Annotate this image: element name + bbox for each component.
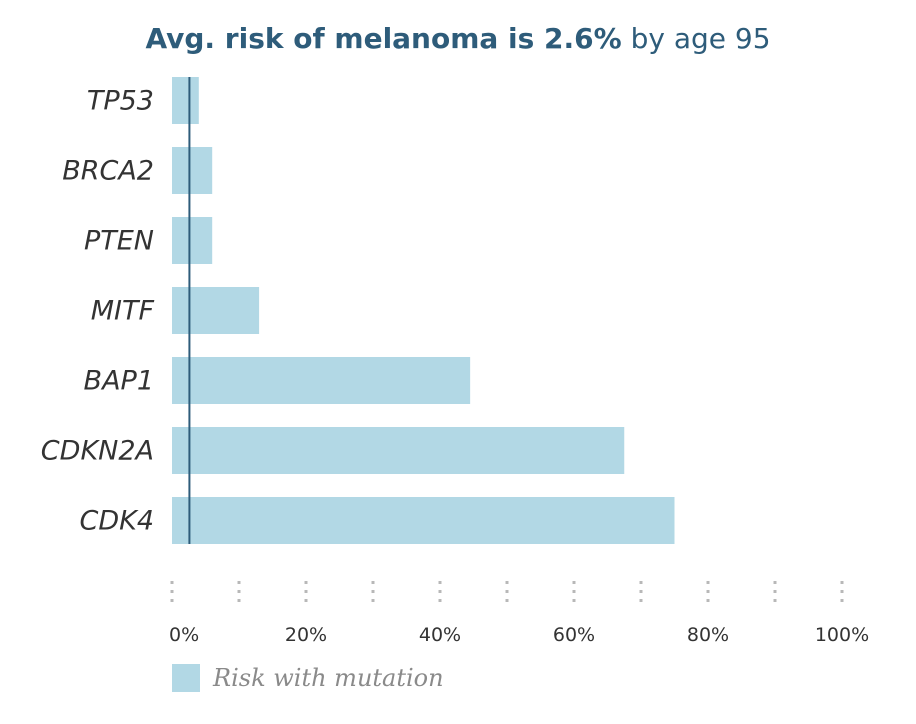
bar-cdkn2a xyxy=(172,427,625,474)
bar-mitf xyxy=(172,287,260,334)
chart-title-strong: Avg. risk of melanoma is 2.6% xyxy=(145,22,622,55)
bars-group xyxy=(172,77,675,544)
bar-brca2 xyxy=(172,147,213,194)
category-label-pten: PTEN xyxy=(84,226,154,257)
category-label-tp53: TP53 xyxy=(87,86,154,117)
category-label-mitf: MITF xyxy=(91,296,155,327)
legend-label: Risk with mutation xyxy=(213,664,444,692)
chart-title: Avg. risk of melanoma is 2.6% by age 95 xyxy=(0,22,916,55)
category-label-cdkn2a: CDKN2A xyxy=(41,436,154,467)
x-tick-label-60: 60% xyxy=(553,624,595,646)
x-axis-ticks xyxy=(170,581,844,604)
x-tick-label-40: 40% xyxy=(419,624,461,646)
category-label-bap1: BAP1 xyxy=(84,366,154,397)
bar-cdk4 xyxy=(172,497,675,544)
bar-bap1 xyxy=(172,357,471,404)
bar-tp53 xyxy=(172,77,199,124)
x-tick-label-80: 80% xyxy=(687,624,729,646)
legend-swatch xyxy=(172,664,200,692)
x-tick-label-20: 20% xyxy=(285,624,327,646)
category-label-brca2: BRCA2 xyxy=(62,156,154,187)
bar-pten xyxy=(172,217,213,264)
x-tick-label-100: 100% xyxy=(815,624,869,646)
category-label-cdk4: CDK4 xyxy=(79,506,154,537)
x-tick-label-0: 0% xyxy=(169,624,199,646)
x-axis-tick-labels: 0% 20% 40% 60% 80% 100% xyxy=(169,624,869,646)
chart-title-light: by age 95 xyxy=(630,22,771,55)
category-labels: TP53 BRCA2 PTEN MITF BAP1 CDKN2A CDK4 xyxy=(41,86,155,537)
